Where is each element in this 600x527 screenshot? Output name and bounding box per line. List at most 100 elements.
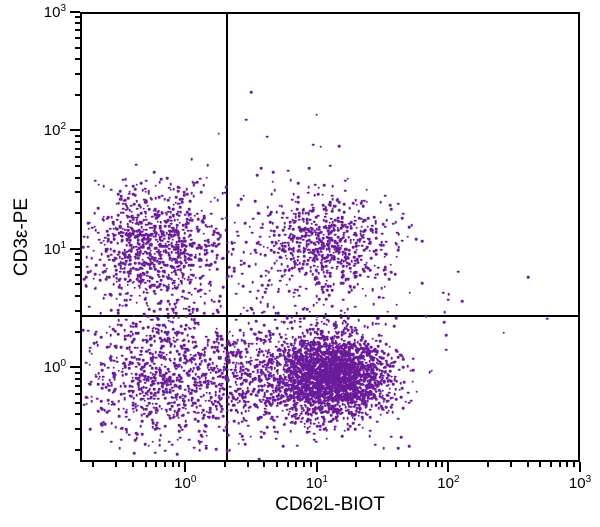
data-point <box>280 270 283 273</box>
data-point <box>203 429 206 432</box>
data-point <box>406 365 409 368</box>
data-point <box>371 338 374 341</box>
data-point <box>132 397 135 400</box>
data-point <box>343 211 346 214</box>
data-point <box>134 346 137 349</box>
data-point <box>377 345 380 348</box>
data-point <box>103 264 106 267</box>
data-point <box>159 225 162 228</box>
data-point <box>191 181 194 184</box>
data-point <box>205 249 208 252</box>
data-point <box>147 326 150 329</box>
data-point <box>136 268 139 271</box>
data-point <box>121 235 124 238</box>
data-point <box>343 312 346 315</box>
data-point <box>412 357 415 360</box>
data-point <box>276 226 279 229</box>
data-point <box>354 219 357 222</box>
data-point <box>101 362 104 365</box>
data-point <box>109 227 112 230</box>
data-point <box>366 201 369 204</box>
data-point <box>283 321 286 324</box>
data-point <box>142 339 145 342</box>
data-point <box>160 357 163 360</box>
data-point <box>279 256 282 259</box>
data-point <box>363 199 366 202</box>
data-point <box>174 251 177 254</box>
data-point <box>375 220 378 223</box>
data-point <box>294 262 297 265</box>
data-point <box>211 250 214 253</box>
data-point <box>389 204 392 207</box>
data-point <box>85 361 88 364</box>
data-point <box>156 220 159 223</box>
data-point <box>283 270 286 273</box>
data-point <box>180 377 183 380</box>
data-point <box>292 236 295 239</box>
data-point <box>150 397 153 400</box>
data-point <box>215 385 218 388</box>
data-point <box>197 420 200 423</box>
data-point <box>149 238 152 241</box>
data-point <box>127 197 130 200</box>
data-point <box>134 406 137 409</box>
data-point <box>260 275 263 278</box>
data-point <box>146 271 149 274</box>
data-point <box>303 255 306 258</box>
data-point <box>358 396 361 399</box>
data-point <box>185 308 188 311</box>
data-point <box>331 305 334 308</box>
data-point <box>329 375 332 378</box>
data-point <box>363 397 366 400</box>
data-point <box>131 214 134 217</box>
data-point <box>411 380 414 383</box>
data-point <box>99 258 102 261</box>
data-point <box>132 185 135 188</box>
data-point <box>194 256 197 259</box>
data-point <box>168 338 171 341</box>
data-point <box>154 268 157 271</box>
data-point <box>355 398 358 401</box>
data-point <box>92 277 95 280</box>
data-point <box>142 359 145 362</box>
data-point <box>116 356 119 359</box>
data-point <box>124 278 127 281</box>
data-point <box>390 271 393 274</box>
data-point <box>151 440 154 443</box>
data-point <box>92 249 95 252</box>
data-point <box>392 382 395 385</box>
data-point <box>163 198 166 201</box>
data-point <box>345 248 348 251</box>
data-point <box>332 198 335 201</box>
data-point <box>331 194 334 197</box>
data-point <box>228 266 231 269</box>
data-point <box>129 325 132 328</box>
data-point <box>136 230 139 233</box>
data-point <box>160 315 163 318</box>
data-point <box>321 286 324 289</box>
data-point <box>130 389 133 392</box>
data-point <box>130 210 133 213</box>
data-point <box>273 245 276 248</box>
data-point <box>303 229 306 232</box>
data-point <box>204 347 207 350</box>
data-point <box>127 271 130 274</box>
data-point <box>372 358 375 361</box>
data-point <box>259 236 262 239</box>
data-point <box>332 246 335 249</box>
data-point <box>273 234 276 237</box>
data-point <box>316 265 319 268</box>
data-point <box>107 399 110 402</box>
data-point <box>185 261 188 264</box>
data-point <box>169 216 172 219</box>
data-point <box>175 334 178 337</box>
data-point <box>326 289 329 292</box>
data-point <box>124 178 127 181</box>
data-point <box>214 394 217 397</box>
data-point <box>297 201 300 204</box>
data-point <box>348 291 351 294</box>
data-point <box>154 231 157 234</box>
data-point <box>318 421 321 424</box>
data-point <box>370 228 373 231</box>
data-point <box>97 372 100 375</box>
